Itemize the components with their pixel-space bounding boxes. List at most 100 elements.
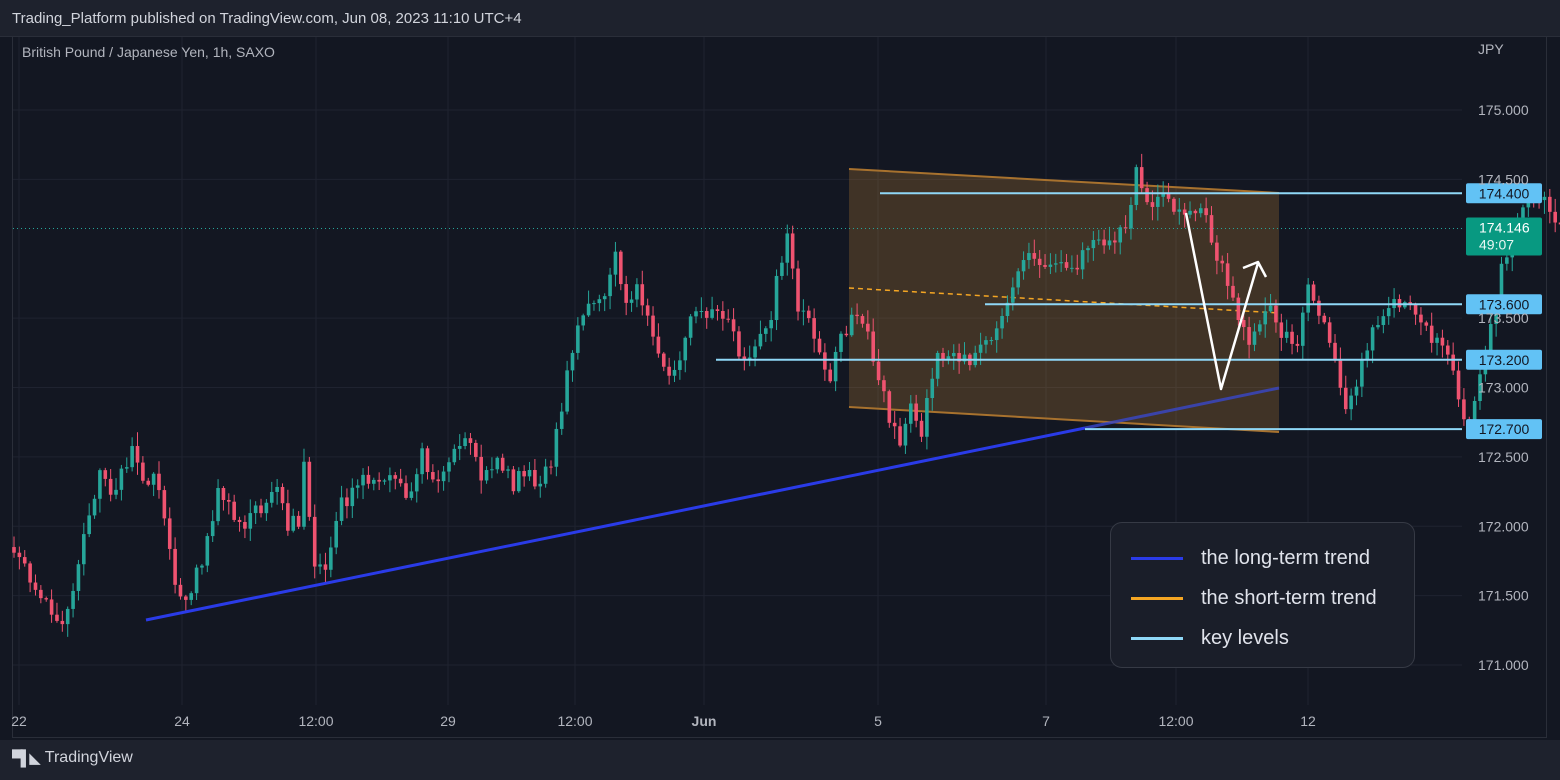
candle-body bbox=[608, 274, 612, 297]
candle-body bbox=[876, 361, 881, 381]
candle-body bbox=[694, 311, 698, 317]
candle-body bbox=[468, 438, 473, 443]
candle-body bbox=[398, 478, 403, 484]
candle-body bbox=[1193, 210, 1198, 214]
candle-body bbox=[721, 311, 725, 319]
candle-body bbox=[248, 513, 253, 529]
candle-body bbox=[1059, 262, 1063, 264]
candle-body bbox=[382, 480, 387, 482]
currency-label: JPY bbox=[1478, 41, 1504, 57]
candle-body bbox=[1327, 322, 1332, 343]
chart-svg[interactable]: 174.400 173.600 173.200 172.700 174.14649:07… bbox=[0, 0, 1560, 740]
candle-body bbox=[157, 473, 161, 491]
pattern-layer bbox=[848, 168, 1280, 433]
candle-body bbox=[1080, 250, 1085, 270]
candle-body bbox=[522, 471, 526, 477]
candle-body bbox=[661, 353, 666, 367]
candle-body bbox=[479, 456, 483, 481]
candle-body bbox=[307, 461, 312, 517]
countdown-label: 49:07 bbox=[1479, 236, 1514, 252]
candle-body bbox=[452, 448, 457, 463]
candle-body bbox=[769, 320, 773, 329]
footer-bar: ▀▌◣ TradingView bbox=[0, 740, 1560, 780]
candle-body bbox=[1000, 316, 1004, 329]
candle-body bbox=[1123, 227, 1128, 229]
candle-body bbox=[624, 284, 628, 303]
candle-body bbox=[629, 299, 634, 303]
candle-body bbox=[1521, 207, 1525, 225]
candle-body bbox=[1419, 314, 1423, 323]
legend-item-long-term: the long-term trend bbox=[1131, 543, 1370, 573]
key-level-badge bbox=[1466, 419, 1542, 440]
candle-body bbox=[903, 423, 908, 446]
candle-body bbox=[1247, 327, 1251, 345]
candle-body bbox=[1451, 354, 1455, 371]
candle-body bbox=[1413, 304, 1418, 315]
candle-body bbox=[178, 584, 183, 597]
candle-body bbox=[227, 499, 231, 502]
candle-body bbox=[1354, 386, 1359, 396]
candle-body bbox=[1542, 196, 1547, 201]
candle-body bbox=[1161, 193, 1165, 197]
candles bbox=[12, 153, 1560, 637]
candle-body bbox=[839, 333, 843, 352]
chart-area[interactable] bbox=[12, 36, 1547, 738]
candle-body bbox=[1306, 284, 1310, 313]
candle-body bbox=[1435, 337, 1439, 343]
last-price-label: 174.146 bbox=[1479, 219, 1530, 235]
key-level-label: 173.200 bbox=[1479, 352, 1530, 368]
candle-body bbox=[978, 344, 983, 353]
candle-body bbox=[1182, 209, 1187, 215]
long-term-trend-line bbox=[145, 426, 1086, 622]
candle-body bbox=[1129, 204, 1133, 229]
candle-body bbox=[1553, 211, 1557, 223]
candle-body bbox=[1279, 322, 1284, 338]
candle-body bbox=[1225, 263, 1230, 286]
candle-body bbox=[715, 309, 720, 312]
candle-body bbox=[866, 323, 870, 332]
candle-body bbox=[554, 428, 559, 467]
candle-body bbox=[259, 505, 263, 514]
candle-body bbox=[243, 522, 247, 529]
candle-body bbox=[1118, 227, 1123, 243]
candle-body bbox=[533, 469, 537, 487]
candle-body bbox=[780, 262, 784, 276]
y-tick-label: 172.500 bbox=[1478, 449, 1529, 465]
candle-body bbox=[586, 303, 591, 316]
candle-body bbox=[371, 479, 376, 484]
time-axis[interactable]: 22 24 12:00 29 12:00 Jun 5 7 12:00 12 bbox=[11, 713, 1316, 729]
candle-body bbox=[1365, 350, 1370, 361]
candle-body bbox=[925, 398, 929, 437]
candle-body bbox=[71, 590, 75, 609]
candle-body bbox=[1011, 287, 1015, 303]
candle-body bbox=[167, 518, 172, 549]
candle-body bbox=[1349, 395, 1353, 410]
candle-body bbox=[592, 303, 596, 305]
candle-body bbox=[1204, 208, 1208, 216]
candle-body bbox=[1107, 240, 1112, 246]
candle-body bbox=[1311, 284, 1316, 301]
tradingview-logo[interactable]: ▀▌◣ TradingView bbox=[12, 749, 133, 767]
candle-body bbox=[747, 357, 752, 360]
candle-body bbox=[1220, 260, 1225, 264]
candle-body bbox=[710, 309, 714, 318]
candle-body bbox=[828, 369, 833, 382]
candle-body bbox=[737, 331, 741, 357]
candle-body bbox=[205, 536, 210, 566]
candle-body bbox=[688, 316, 693, 338]
price-axis[interactable]: 175.000 174.500 173.500 173.000 172.500 172.0… bbox=[1478, 41, 1529, 673]
candle-body bbox=[602, 296, 607, 300]
candle-body bbox=[44, 598, 49, 600]
symbol-title: British Pound / Japanese Yen, 1h, SAXO bbox=[22, 44, 275, 60]
candle-body bbox=[1037, 258, 1042, 266]
candle-body bbox=[388, 475, 392, 481]
candle-body bbox=[124, 467, 129, 469]
candle-body bbox=[994, 328, 999, 341]
candle-body bbox=[425, 448, 430, 473]
candle-body bbox=[699, 311, 704, 313]
candle-body bbox=[1091, 239, 1096, 249]
candle-body bbox=[463, 438, 467, 447]
candle-body bbox=[823, 352, 827, 370]
candle-body bbox=[1134, 167, 1139, 205]
candle-body bbox=[366, 474, 371, 484]
